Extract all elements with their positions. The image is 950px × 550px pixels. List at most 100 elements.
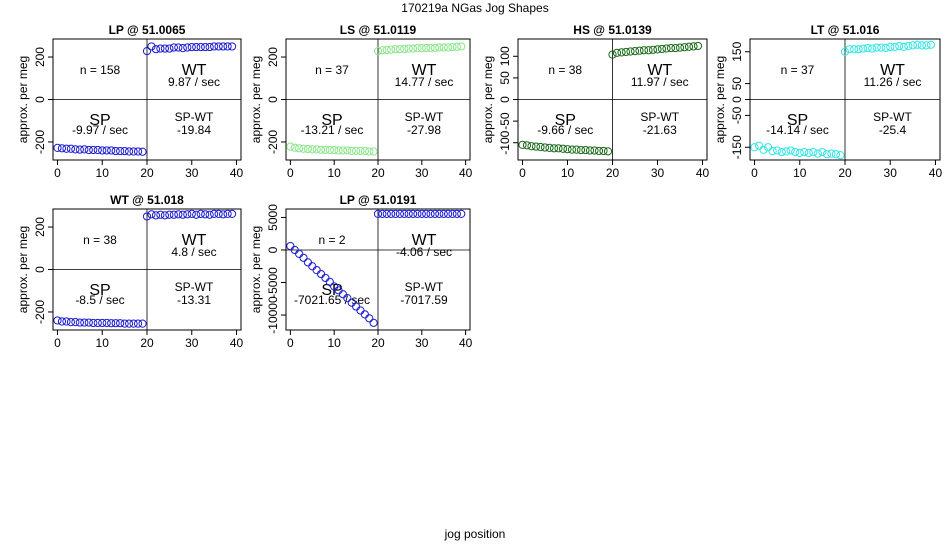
x-tick-label: 20	[371, 336, 385, 350]
sp-point	[321, 273, 330, 283]
sp-point	[308, 145, 317, 154]
y-tick-label: 50	[498, 71, 512, 85]
sp-point	[98, 146, 107, 155]
y-axis-label: approx. per meg	[249, 226, 263, 313]
sp-point	[334, 146, 343, 155]
wt-rate: 11.97 / sec	[631, 75, 689, 89]
sp-point	[360, 146, 369, 156]
wt-point	[845, 45, 854, 54]
wt-point	[452, 42, 461, 51]
y-tick-label: 50	[730, 77, 744, 91]
wt-point	[404, 44, 413, 53]
y-tick-label: -10000	[266, 296, 280, 334]
wt-point	[863, 43, 872, 53]
y-tick-label: 0	[266, 96, 280, 103]
wt-point	[890, 42, 899, 52]
sp-point	[303, 144, 313, 154]
sp-point	[777, 147, 786, 157]
wt-point	[443, 209, 453, 218]
wt-point	[395, 45, 405, 54]
wt-point	[689, 42, 698, 51]
sp-point	[365, 147, 374, 156]
wt-point	[417, 44, 426, 53]
sp-point	[759, 145, 768, 154]
wt-point	[635, 46, 644, 55]
wt-point	[373, 47, 383, 56]
wt-point	[142, 212, 152, 221]
wt-point	[373, 209, 383, 218]
sp-point	[831, 150, 841, 159]
wt-rate: 4.8 / sec	[171, 245, 216, 259]
x-tick-label: 10	[96, 166, 110, 180]
wt-point	[426, 43, 435, 53]
sp-point	[93, 318, 102, 328]
sp-point	[813, 149, 822, 158]
sp-point	[599, 146, 608, 156]
wt-point	[422, 209, 431, 218]
x-tick-label: 0	[54, 166, 61, 180]
wt-point	[165, 210, 174, 219]
x-tick-label: 0	[287, 336, 294, 350]
sp-point	[827, 149, 836, 158]
wt-label: WT	[412, 232, 437, 249]
y-tick-label: 200	[266, 47, 280, 67]
sp-point	[576, 145, 586, 155]
wt-point	[178, 210, 187, 219]
sp-point	[107, 319, 116, 328]
wt-point	[443, 43, 453, 52]
wt-point	[913, 40, 922, 49]
spwt-label: SP-WT	[175, 280, 214, 294]
x-tick-label: 20	[838, 166, 852, 180]
sp-point	[71, 145, 80, 154]
sp-point	[540, 143, 550, 152]
spwt-value: -27.98	[407, 123, 441, 137]
wt-point	[391, 209, 400, 218]
wt-point	[196, 209, 205, 218]
wt-point	[858, 44, 868, 53]
sp-point	[120, 146, 129, 156]
sp-rate: -9.97 / sec	[72, 123, 128, 137]
sp-point	[111, 319, 120, 328]
sp-rate: -9.66 / sec	[537, 123, 593, 137]
wt-point	[223, 42, 232, 51]
sp-point	[316, 145, 326, 154]
sp-point	[299, 144, 308, 153]
wt-rate: 11.26 / sec	[864, 75, 922, 89]
wt-point	[413, 209, 422, 218]
wt-point	[156, 210, 165, 219]
x-tick-label: 40	[459, 336, 473, 350]
wt-point	[886, 42, 895, 52]
wt-point	[895, 41, 904, 51]
sp-rate: -7021.65 / sec	[294, 293, 370, 307]
y-axis-label: approx. per meg	[16, 226, 30, 313]
sp-point	[786, 146, 795, 155]
spwt-value: -7017.59	[400, 293, 448, 307]
wt-point	[400, 44, 409, 54]
sp-point	[66, 318, 76, 327]
wt-point	[404, 209, 413, 218]
wt-label: WT	[647, 62, 672, 79]
sp-point	[545, 143, 554, 152]
sp-rate: -8.5 / sec	[75, 293, 124, 307]
sp-point	[303, 258, 313, 267]
sp-point	[356, 146, 365, 155]
wt-point	[675, 43, 685, 52]
spwt-label: SP-WT	[873, 110, 912, 124]
y-tick-label: 0	[498, 96, 512, 103]
sp-point	[129, 319, 138, 328]
sp-label: SP	[787, 112, 808, 129]
sp-point	[71, 318, 80, 327]
sp-point	[567, 145, 577, 154]
wt-point	[917, 41, 927, 50]
wt-point	[174, 210, 183, 219]
x-tick-label: 40	[230, 166, 244, 180]
wt-point	[223, 209, 232, 218]
sp-point	[120, 319, 129, 328]
wt-point	[680, 43, 689, 52]
sp-point	[57, 144, 67, 153]
wt-point	[868, 44, 877, 53]
wt-point	[904, 41, 913, 51]
sp-rate: -13.21 / sec	[301, 123, 364, 137]
sp-point	[53, 143, 62, 152]
sp-point	[594, 146, 604, 156]
